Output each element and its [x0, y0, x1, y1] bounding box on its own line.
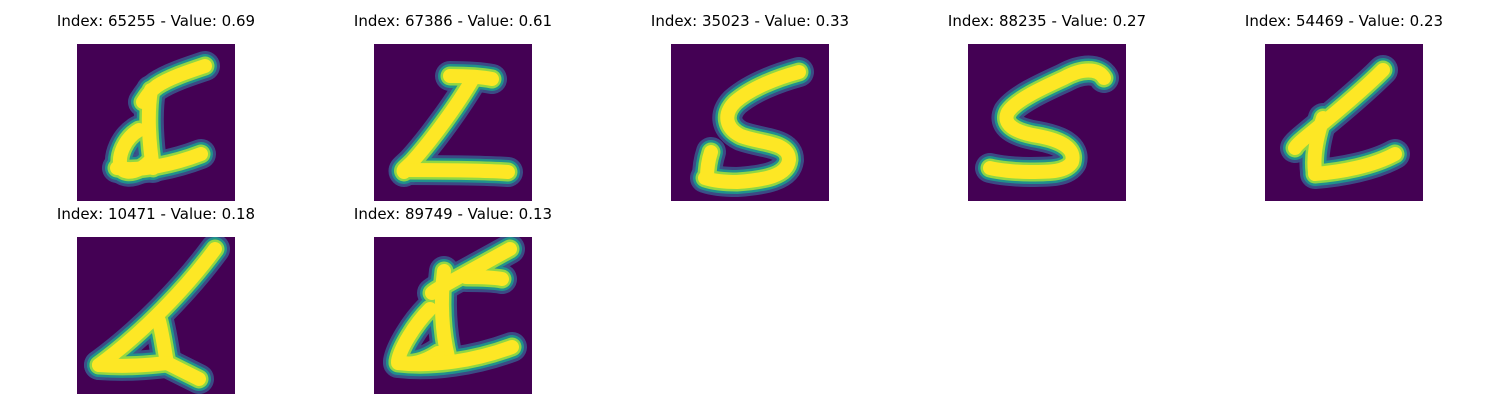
sample-panel: Index: 89749 - Value: 0.13	[323, 203, 583, 394]
sample-panel: Index: 54469 - Value: 0.23	[1214, 10, 1474, 201]
sample-panel: Index: 65255 - Value: 0.69	[26, 10, 286, 201]
panel-title: Index: 89749 - Value: 0.13	[353, 205, 553, 223]
panel-title: Index: 35023 - Value: 0.33	[650, 12, 850, 30]
panel-title: Index: 10471 - Value: 0.18	[56, 205, 256, 223]
sample-panel: Index: 35023 - Value: 0.33	[620, 10, 880, 201]
handwritten-glyph-image	[968, 44, 1126, 201]
sample-panel: Index: 67386 - Value: 0.61	[323, 10, 583, 201]
handwritten-glyph-image	[671, 44, 829, 201]
panel-title: Index: 54469 - Value: 0.23	[1244, 12, 1444, 30]
handwritten-glyph-image	[77, 44, 235, 201]
sample-panel: Index: 88235 - Value: 0.27	[917, 10, 1177, 201]
panel-title: Index: 88235 - Value: 0.27	[947, 12, 1147, 30]
panel-title: Index: 65255 - Value: 0.69	[56, 12, 256, 30]
handwritten-glyph-image	[374, 237, 532, 394]
handwritten-glyph-image	[374, 44, 532, 201]
handwritten-glyph-image	[1265, 44, 1423, 201]
handwritten-glyph-image	[77, 237, 235, 394]
panel-title: Index: 67386 - Value: 0.61	[353, 12, 553, 30]
sample-panel: Index: 10471 - Value: 0.18	[26, 203, 286, 394]
